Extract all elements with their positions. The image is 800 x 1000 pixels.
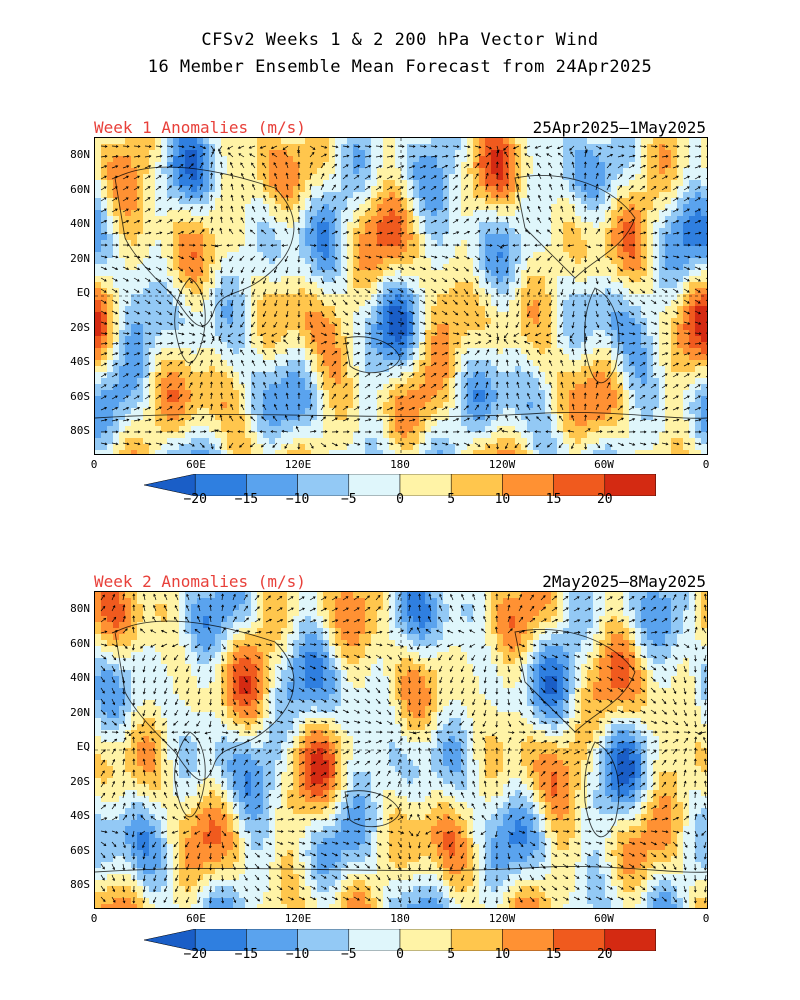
lat-label: 80N [70,148,90,161]
lat-label: 60S [70,389,90,403]
lat-label: 40S [70,355,90,368]
lon-label: 180 [390,458,410,471]
lon-label: 60W [594,458,614,471]
lat-label: 60N [70,636,90,650]
figure-title-line1: CFSv2 Weeks 1 & 2 200 hPa Vector Wind [201,30,599,50]
panel2-dates: 2May2025–8May2025 [542,572,706,591]
lat-label: 80S [70,878,90,891]
colorbar-tick-label: 10 [494,947,511,962]
lat-label: EQ [76,740,90,753]
lat-label: 20S [70,320,90,334]
colorbar-tick-label: −15 [234,492,259,507]
colorbar-tick-label: −10 [285,492,310,507]
panel2-title: Week 2 Anomalies (m/s) [94,572,306,591]
lon-label: 120W [488,458,516,471]
colorbar-tick-label: 5 [447,492,456,507]
lat-label: 20S [70,774,90,788]
lon-label: 0 [90,912,98,925]
colorbar-tick-label: 20 [596,492,613,507]
colorbar-tick-label: 0 [396,947,404,962]
lat-label: 20N [70,251,90,265]
lat-label: 40S [70,809,90,822]
panel2-wind-anomaly-field [95,592,707,908]
lat-label: 80S [70,424,90,437]
lon-label: 0 [702,912,710,925]
panel1-title: Week 1 Anomalies (m/s) [94,118,306,137]
colorbar-tick-label: 15 [545,492,562,507]
lon-label: 0 [90,458,98,471]
colorbar-tick-label: 10 [494,492,511,507]
colorbar-tick-label: −20 [183,947,207,962]
panel1-map [94,137,708,455]
lon-label: 180 [390,912,410,925]
colorbar-tick-label: −15 [234,947,259,962]
lat-label: 40N [70,671,90,684]
figure-title-line2: 16 Member Ensemble Mean Forecast from 24… [147,57,653,77]
colorbar-tick-label: −10 [285,947,310,962]
colorbar-tick-label: −5 [340,947,357,962]
lon-label: 0 [702,458,710,471]
colorbar-tick-label: 0 [396,492,404,507]
colorbar-tick-label: −5 [340,492,357,507]
colorbar-tick-label: −20 [183,492,207,507]
panel2-map [94,591,708,909]
colorbar-tick-label: 15 [545,947,562,962]
lat-label: 60S [70,843,90,857]
lon-label: 60W [594,912,614,925]
panel1-dates: 25Apr2025–1May2025 [532,118,706,137]
lon-label: 60E [186,458,206,471]
colorbar-tick-label: 20 [596,947,613,962]
lat-label: 80N [70,602,90,615]
colorbar-tick-label: 5 [447,947,456,962]
lon-label: 120E [284,458,312,471]
lon-label: 120E [284,912,312,925]
lon-label: 60E [186,912,206,925]
lat-label: 40N [70,217,90,230]
panel1-wind-anomaly-field [95,138,707,454]
lat-label: EQ [76,286,90,299]
lon-label: 120W [488,912,516,925]
lat-label: 60N [70,182,90,196]
panel1-colorbar [143,473,708,500]
lat-label: 20N [70,705,90,719]
